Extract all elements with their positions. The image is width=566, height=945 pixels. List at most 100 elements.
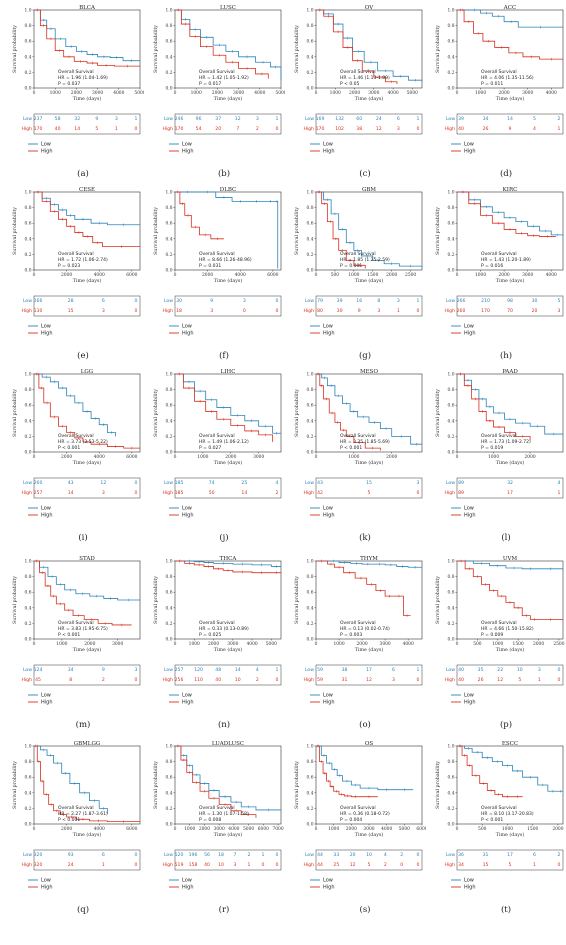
- risk-count-low: 48: [215, 667, 221, 673]
- risk-count-low: 237: [34, 116, 43, 122]
- legend-label-high: High: [182, 513, 194, 519]
- risk-count-high: 9: [509, 126, 512, 132]
- x-tick-label: 0: [456, 455, 459, 460]
- x-tick-label: 5000: [275, 91, 285, 96]
- p-value: P = 0.016: [481, 263, 503, 269]
- x-tick-label: 3000: [253, 455, 264, 460]
- y-tick-label: 0.4: [307, 237, 314, 242]
- legend-label-low: Low: [41, 693, 51, 699]
- risk-count-high: 0: [276, 308, 279, 314]
- survival-curve-high: [175, 745, 257, 818]
- x-tick-label: 2000: [499, 273, 510, 278]
- risk-count-high: 0: [135, 677, 138, 683]
- risk-count-low: 20: [350, 852, 356, 858]
- x-tick-label: 4000: [94, 455, 105, 460]
- x-tick-label: 1000: [348, 273, 359, 278]
- survival-curve-low: [457, 373, 563, 435]
- x-tick-label: 1000: [328, 827, 339, 832]
- y-tick-label: 0.8: [307, 575, 314, 580]
- risk-count-low: 34: [68, 667, 74, 673]
- y-tick-label: 0.2: [307, 807, 314, 812]
- x-tick-label: 2000: [208, 642, 219, 647]
- km-panel-lgg: LGG 0.0 0.2 0.4 0.6 0.8 1.0 0 2000 4000 6000 Time (…: [12, 369, 141, 543]
- risk-row-label-high: High: [444, 490, 455, 496]
- p-value: P = 0.011: [481, 81, 503, 87]
- panel-letter: (c): [359, 168, 370, 179]
- legend-label-low: Low: [323, 693, 333, 699]
- risk-row-label-high: High: [21, 677, 32, 683]
- survival-curve-low: [457, 191, 564, 237]
- x-tick-label: 0: [456, 91, 459, 96]
- y-tick-label: 0.4: [25, 419, 32, 424]
- panel-letter: (h): [500, 350, 512, 361]
- x-tick-label: 1000: [475, 273, 486, 278]
- risk-count-low: 2: [248, 852, 251, 858]
- risk-count-low: 4: [384, 852, 387, 858]
- stat-title: Overall Survival: [199, 251, 235, 257]
- x-tick-label: 1500: [527, 827, 538, 832]
- survival-curve-high: [316, 745, 378, 798]
- plot-frame: [174, 560, 282, 640]
- risk-row-label-high: High: [303, 490, 314, 496]
- risk-row-label-low: Low: [164, 298, 173, 304]
- x-tick-label: 0: [174, 91, 177, 96]
- risk-count-low: 32: [74, 116, 80, 122]
- risk-table-frame: [456, 113, 564, 135]
- x-tick-label: 5000: [266, 642, 277, 647]
- survival-curve-low: [34, 560, 140, 601]
- x-tick-label: 0: [315, 273, 318, 278]
- y-tick-label: 1.0: [448, 373, 455, 378]
- risk-count-high: 0: [417, 677, 420, 683]
- risk-row-label-low: Low: [446, 116, 455, 122]
- risk-row-label-high: High: [21, 862, 32, 868]
- y-tick-label: 0.0: [448, 638, 455, 643]
- legend-label-low: Low: [464, 693, 474, 699]
- risk-count-high: 1: [533, 862, 536, 868]
- risk-count-high: 3: [392, 677, 395, 683]
- risk-count-high: 8: [69, 677, 72, 683]
- x-tick-label: 2000: [533, 642, 544, 647]
- y-tick-label: 0.8: [307, 24, 314, 29]
- y-tick-label: 0.8: [307, 206, 314, 211]
- risk-count-low: 44: [317, 852, 323, 858]
- risk-count-low: 166: [34, 298, 43, 304]
- risk-count-high: 257: [34, 490, 43, 496]
- legend-label-low: Low: [464, 142, 474, 148]
- survival-curve-low: [34, 373, 116, 437]
- x-tick-label: 3000: [363, 827, 374, 832]
- risk-row-label-low: Low: [446, 480, 455, 486]
- risk-count-low: 59: [317, 667, 323, 673]
- x-axis-label: Time (days): [496, 95, 525, 102]
- y-tick-label: 0.8: [25, 206, 32, 211]
- legend-label-low: Low: [182, 878, 192, 884]
- y-tick-label: 0.6: [307, 222, 314, 227]
- risk-count-low: 14: [507, 116, 513, 122]
- x-tick-label: 1000: [492, 642, 503, 647]
- risk-row-label-low: Low: [305, 852, 314, 858]
- p-value: P = 0.037: [58, 81, 80, 87]
- y-axis-label: Survival probability: [294, 207, 300, 255]
- y-tick-label: 1.0: [307, 9, 314, 14]
- y-tick-label: 0.6: [25, 591, 32, 596]
- y-tick-label: 0.6: [307, 591, 314, 596]
- p-value: P < 0.05: [340, 81, 360, 87]
- risk-count-low: 43: [317, 480, 323, 486]
- legend-label-high: High: [182, 149, 194, 155]
- x-axis-label: Time (days): [214, 459, 243, 466]
- risk-row-label-high: High: [444, 677, 455, 683]
- x-tick-label: 2000: [499, 91, 510, 96]
- stat-title: Overall Survival: [481, 620, 517, 626]
- km-panel-cese: CESE 0.0 0.2 0.4 0.6 0.8 1.0 0 2000 4000 6000 Time …: [12, 187, 141, 361]
- risk-count-high: 5: [518, 677, 521, 683]
- hazard-ratio: HR = 0.33 (0.13-0.89): [199, 626, 249, 632]
- risk-count-high: 12: [376, 126, 382, 132]
- legend-label-high: High: [464, 885, 476, 891]
- panel-title: CESE: [79, 187, 95, 193]
- risk-count-low: 3: [115, 116, 118, 122]
- legend-label-high: High: [41, 885, 53, 891]
- risk-count-high: 0: [276, 677, 279, 683]
- x-tick-label: 4000: [235, 273, 246, 278]
- y-tick-label: 0.8: [25, 24, 32, 29]
- x-tick-label: 1000: [488, 455, 499, 460]
- risk-count-high: 15: [483, 862, 489, 868]
